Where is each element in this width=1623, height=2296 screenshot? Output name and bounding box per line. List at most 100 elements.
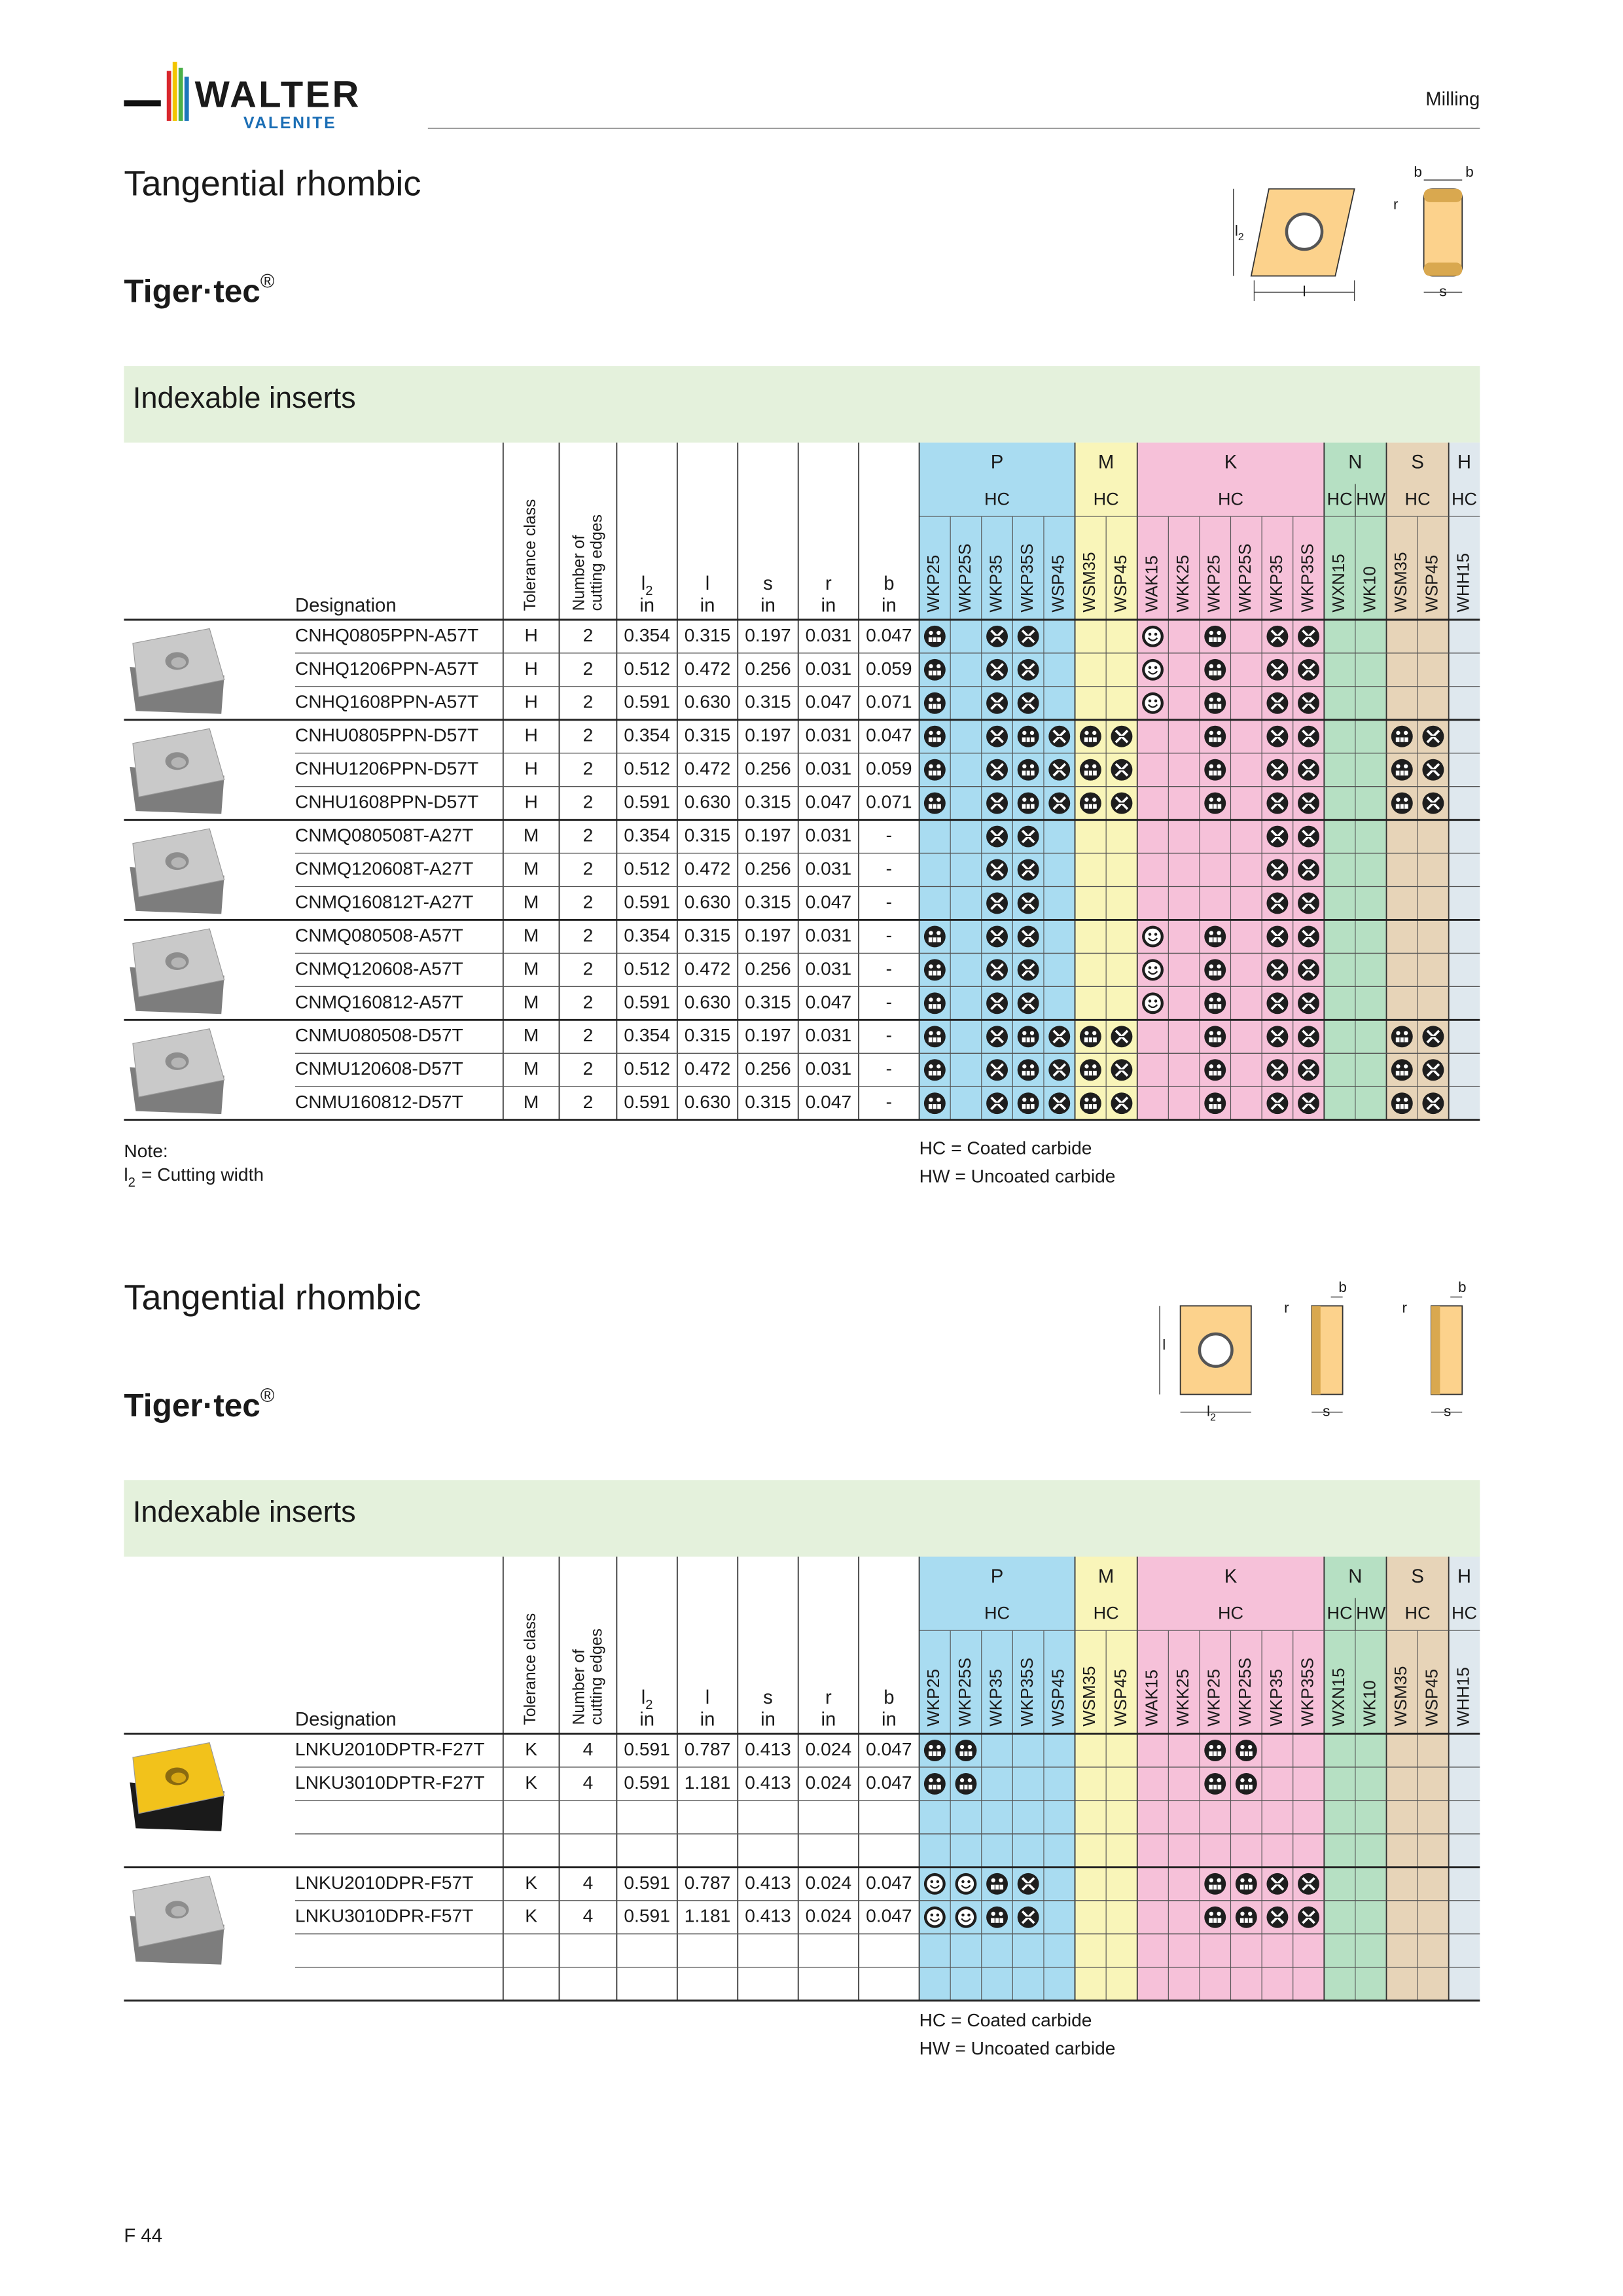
cell: 0.354 xyxy=(624,624,670,645)
group-name: P xyxy=(991,452,1004,473)
icon-eye xyxy=(961,1880,965,1884)
rating-icon xyxy=(1266,825,1289,848)
diagram-label: r xyxy=(1393,196,1399,212)
rating-icon xyxy=(1142,692,1164,714)
icon-mouth xyxy=(1084,804,1097,809)
icon-eye xyxy=(1404,797,1408,802)
cell: 0.591 xyxy=(624,1738,670,1759)
note-text-part: 2 xyxy=(128,1175,135,1190)
icon-mouth xyxy=(928,1751,941,1757)
icon-mouth xyxy=(1240,1751,1253,1757)
rating-icon xyxy=(1017,792,1039,814)
cell: 0.512 xyxy=(624,1058,670,1079)
cell: 0.047 xyxy=(866,624,912,645)
rating-icon xyxy=(1017,959,1039,981)
col-head-part: l xyxy=(641,1687,646,1708)
grade-name: WKP35 xyxy=(1268,1669,1286,1727)
grade-name: WKP35 xyxy=(987,1669,1005,1727)
cell: 0.071 xyxy=(866,791,912,812)
rating-icon xyxy=(1391,759,1413,781)
cell: M xyxy=(524,825,539,846)
icon-eye xyxy=(936,1913,940,1917)
group-name: P xyxy=(991,1566,1004,1587)
icon-eye xyxy=(936,797,941,802)
cell: M xyxy=(524,1024,539,1045)
rating-icon xyxy=(1079,759,1101,781)
rating-icon xyxy=(1111,1092,1133,1115)
icon-eye xyxy=(1022,1098,1027,1102)
band-title: Indexable inserts xyxy=(133,381,356,414)
icon-eye xyxy=(936,964,941,969)
cell: M xyxy=(524,991,539,1012)
icon-eye xyxy=(1148,933,1152,936)
group-name: K xyxy=(1224,452,1238,473)
icon-face xyxy=(923,1773,946,1795)
icon-eye xyxy=(1396,1098,1400,1102)
cell: 0.024 xyxy=(806,1738,852,1759)
icon-eye xyxy=(1217,1031,1221,1035)
cell: 4 xyxy=(583,1738,594,1759)
rating-icon xyxy=(1204,992,1226,1014)
icon-eye xyxy=(1022,1064,1027,1069)
icon-eye xyxy=(1248,1878,1253,1883)
brand-name-part: Tiger·tec xyxy=(124,273,260,310)
rating-icon xyxy=(1048,1026,1071,1048)
rating-icon xyxy=(923,1740,946,1761)
rating-icon xyxy=(1298,892,1319,914)
grade-name: WAK15 xyxy=(1143,1670,1161,1727)
cell: 2 xyxy=(583,891,594,912)
icon-mouth xyxy=(1395,770,1408,776)
diagram-label: b xyxy=(1458,1279,1467,1295)
icon-mouth xyxy=(959,1751,972,1757)
rating-icon xyxy=(1017,1092,1039,1115)
cell: 0.315 xyxy=(685,825,731,846)
cell: 0.031 xyxy=(806,624,852,645)
rating-icon xyxy=(1266,792,1289,814)
logo-bottom: VALENITE xyxy=(243,115,336,132)
icon-smile xyxy=(929,1884,940,1889)
rating-icon xyxy=(1204,692,1226,714)
col-head: r xyxy=(825,1687,832,1708)
diagram-label-part: s xyxy=(1439,283,1446,299)
icon-inner xyxy=(1145,995,1161,1012)
rating-icon xyxy=(1111,725,1133,747)
rating-icon xyxy=(986,692,1008,714)
rating-icon xyxy=(1111,1026,1133,1048)
designation: LNKU3010DPR-F57T xyxy=(295,1905,473,1926)
diagram-label-part: b xyxy=(1414,164,1422,180)
icon-face xyxy=(1391,792,1413,814)
col-head: b xyxy=(883,1687,894,1708)
icon-eye xyxy=(1084,1031,1089,1035)
icon-face xyxy=(1235,1906,1257,1928)
icon-mouth xyxy=(959,1784,972,1790)
icon-eye xyxy=(929,730,933,735)
cell: 0.315 xyxy=(745,791,791,812)
col-head: Tolerance class xyxy=(522,1613,539,1725)
cell: K xyxy=(525,1905,537,1926)
rating-icon xyxy=(1266,658,1289,681)
rating-icon xyxy=(1142,992,1164,1014)
icon-eye xyxy=(1217,664,1221,669)
cell: 0.256 xyxy=(745,758,791,779)
col-unit: in xyxy=(821,594,836,616)
designation: CNHU1206PPN-D57T xyxy=(295,758,478,779)
icon-face xyxy=(923,658,946,681)
icon-mouth xyxy=(1395,737,1408,742)
grade-name: WKP35 xyxy=(987,555,1005,613)
cell: 0.630 xyxy=(685,691,731,712)
icon-eye xyxy=(1240,1778,1245,1783)
icon-face xyxy=(1079,1092,1101,1115)
icon-mouth xyxy=(928,637,941,642)
icon-eye xyxy=(1154,999,1158,1003)
icon-eye xyxy=(1404,764,1408,768)
icon-face xyxy=(1204,725,1226,747)
band-title: Indexable inserts xyxy=(133,1495,356,1528)
designation: CNMU080508-D57T xyxy=(295,1024,463,1045)
insert-hatch xyxy=(1423,188,1463,202)
rating-icon xyxy=(1048,1059,1071,1081)
class-name: HC xyxy=(1218,1604,1243,1623)
cell: 0.031 xyxy=(806,758,852,779)
icon-face xyxy=(955,1773,977,1795)
rating-icon xyxy=(986,1092,1008,1115)
